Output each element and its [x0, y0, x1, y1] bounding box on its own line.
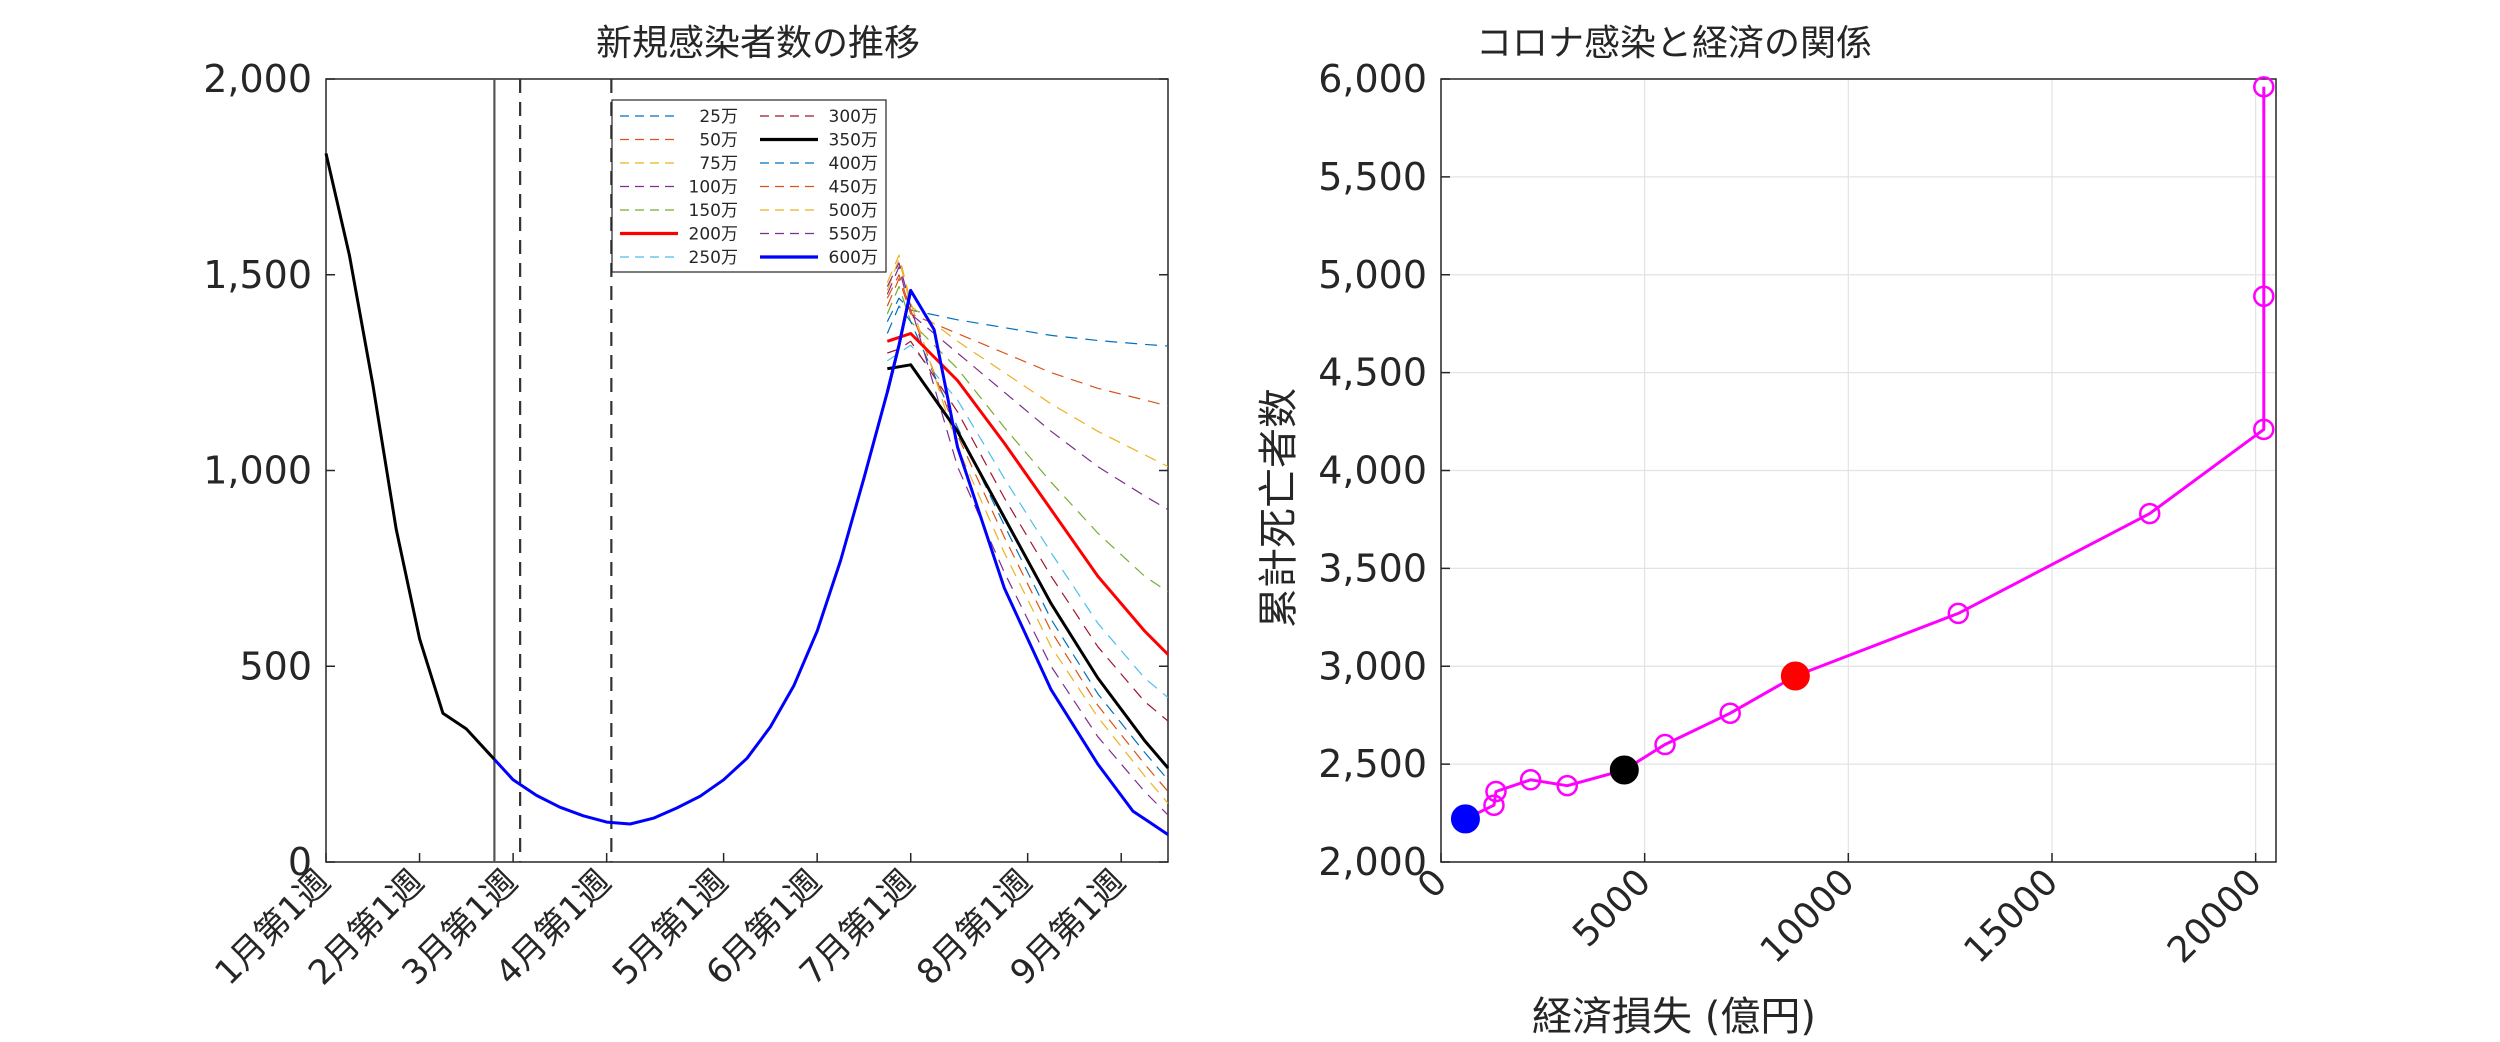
right-chart-ylabel: 累計死亡者数 [1256, 388, 1302, 628]
left-series-line [886, 254, 1169, 804]
right-y-tick-label: 5,000 [1318, 253, 1427, 297]
legend-label: 25万 [699, 107, 738, 127]
right-y-tick-label: 3,000 [1318, 644, 1427, 688]
left-legend: 25万 50万 75万 100万 150万 200万 250万 300万 350万 400万 450… [611, 99, 887, 273]
right-x-tick-label: 5000 [1565, 861, 1659, 955]
legend-label: 250万 [689, 248, 738, 268]
right-y-tick-label: 2,500 [1318, 742, 1427, 786]
legend-label: 400万 [829, 154, 878, 174]
left-series-line [886, 344, 1169, 699]
right-y-tick-label: 5,500 [1318, 155, 1427, 199]
left-y-tick-label: 1,000 [203, 449, 312, 493]
right-y-tick-label: 4,000 [1318, 449, 1427, 493]
right-y-tick-label: 3,500 [1318, 546, 1427, 590]
right-highlight-point [1450, 804, 1480, 834]
legend-label: 450万 [829, 178, 878, 198]
left-series-line [886, 278, 1169, 407]
left-series-line [886, 266, 1169, 511]
left-y-tick-label: 0 [288, 840, 312, 884]
left-series-line [886, 297, 1169, 347]
right-data-point [1519, 769, 1542, 791]
left-series-line [886, 262, 1169, 816]
legend-label: 75万 [699, 154, 738, 174]
right-chart-title: コロナ感染と経済の関係 [1476, 23, 1872, 64]
legend-label: 150万 [689, 201, 738, 221]
left-series-line [886, 285, 1169, 593]
left-series-line [886, 332, 1170, 656]
right-data-point [1947, 602, 1970, 625]
left-series-line [887, 363, 1170, 769]
right-y-tick-label: 2,000 [1318, 840, 1427, 884]
legend-label: 50万 [699, 131, 738, 151]
right-data-point [2138, 502, 2161, 525]
left-projection-common-line [493, 290, 913, 826]
legend-label: 100万 [689, 178, 738, 198]
right-x-tick-label: 20000 [2160, 861, 2270, 971]
right-highlight-point [1780, 661, 1810, 691]
legend-label: 500万 [829, 201, 878, 221]
legend-label: 600万 [829, 248, 878, 268]
right-data-point [2253, 76, 2275, 98]
right-data-point [1485, 780, 1507, 803]
right-y-tick-label: 4,500 [1318, 351, 1427, 395]
left-chart-title: 新規感染者数の推移 [596, 23, 920, 64]
right-x-tick-label: 15000 [1956, 861, 2066, 971]
right-data-point [1483, 794, 1505, 816]
right-y-tick-label: 6,000 [1318, 57, 1427, 101]
left-y-tick-label: 500 [239, 644, 312, 688]
right-data-point [1556, 774, 1579, 797]
right-series-line [1464, 86, 2266, 821]
left-y-tick-label: 2,000 [203, 57, 312, 101]
legend-label: 350万 [829, 131, 878, 151]
right-plot-area: 2,000 2,500 3,000 3,500 4,000 4,500 5,000 5,500… [1318, 57, 2277, 971]
left-plot-area: 05001,0001,5002,0001月第1週2月第1週3月第1週4月第1週5… [203, 57, 1170, 993]
right-data-point [1719, 702, 1741, 724]
left-y-tick-label: 1,500 [203, 253, 312, 297]
legend-label: 200万 [689, 225, 738, 245]
right-data-point [1654, 733, 1676, 756]
left-series-line [887, 340, 1169, 722]
left-series-line [886, 258, 1169, 468]
left-series-line [886, 274, 1169, 792]
right-chart: コロナ感染と経済の関係 経済損失 (億円) 累計死亡者数 2,000 2,500 3… [1256, 23, 2277, 1040]
legend-label: 300万 [829, 107, 878, 127]
left-chart: 新規感染者数の推移 05001,0001,5002,0001月第1週2月第1週3… [203, 23, 1170, 993]
right-data-point [2253, 285, 2275, 308]
right-data-point [2253, 418, 2275, 441]
legend-label: 550万 [829, 225, 878, 245]
right-x-tick-label: 10000 [1753, 861, 1863, 971]
right-chart-xlabel: 経済損失 (億円) [1532, 994, 1816, 1040]
left-history-line [324, 153, 496, 761]
right-highlight-point [1609, 755, 1639, 785]
